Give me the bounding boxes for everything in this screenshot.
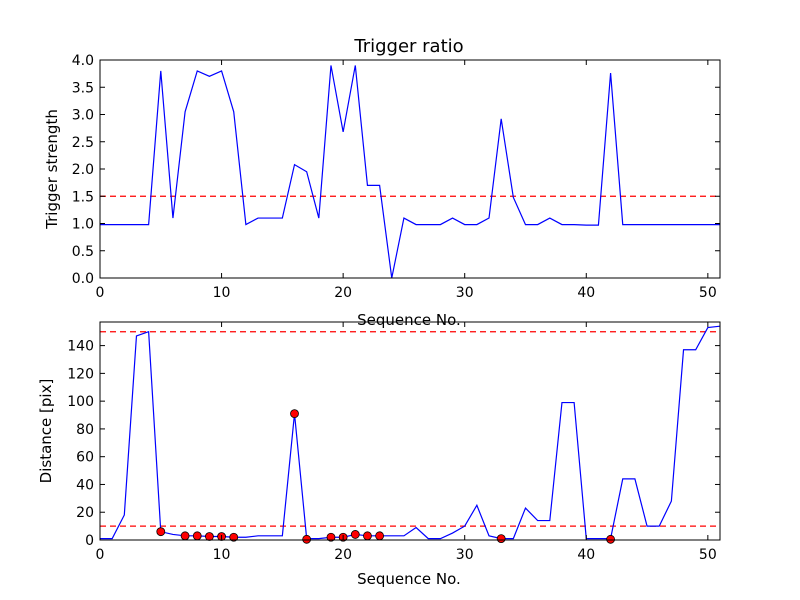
x-tick-label: 40 [577, 285, 595, 301]
y-axis-label: Trigger strength [43, 109, 61, 230]
data-point-marker [205, 532, 214, 541]
y-tick-label: 4.0 [72, 53, 94, 69]
y-tick-label: 40 [76, 477, 94, 493]
x-tick-label: 20 [334, 285, 352, 301]
data-point-marker [229, 532, 239, 542]
y-tick-label: 0.0 [72, 271, 94, 287]
x-tick-label: 10 [213, 285, 231, 301]
y-tick-label: 80 [76, 422, 94, 438]
data-point-marker [496, 534, 506, 544]
y-tick-label: 2.5 [72, 135, 94, 151]
x-tick-label: 20 [334, 547, 352, 563]
x-tick-label: 10 [213, 547, 231, 563]
data-point-marker [375, 531, 385, 541]
data-point-marker [606, 534, 615, 544]
series-line [100, 65, 720, 279]
data-point-marker [180, 531, 190, 541]
data-point-marker [326, 532, 336, 542]
y-tick-label: 140 [67, 339, 94, 355]
x-tick-label: 30 [456, 285, 474, 301]
data-point-marker [156, 527, 166, 537]
y-tick-label: 1.0 [72, 217, 94, 233]
x-axis-label: Sequence No. [357, 570, 461, 588]
data-point-marker [290, 409, 299, 419]
plot-frame [99, 59, 721, 279]
data-point-marker [363, 531, 372, 541]
y-tick-label: 0 [85, 533, 94, 549]
x-tick-label: 50 [699, 547, 717, 563]
x-axis-label: Sequence No. [357, 311, 461, 329]
y-tick-label: 120 [67, 366, 94, 382]
chart-title: Trigger ratio [353, 36, 463, 57]
x-tick-label: 0 [96, 285, 105, 301]
y-tick-label: 0.5 [72, 244, 94, 260]
distance-chart: Sequence No. Distance [pix] 0 10 20 30 40 50 0… [37, 321, 721, 588]
x-tick-label: 50 [699, 285, 717, 301]
y-tick-label: 3.0 [72, 108, 94, 124]
x-tick-label: 40 [577, 547, 595, 563]
y-tick-label: 3.5 [72, 80, 94, 96]
plot-frame [99, 321, 721, 541]
data-point-marker [350, 530, 360, 539]
y-tick-label: 20 [76, 505, 94, 521]
x-tick-label: 0 [96, 547, 105, 563]
y-tick-label: 1.5 [72, 189, 94, 205]
x-tick-label: 30 [456, 547, 474, 563]
y-tick-label: 60 [76, 450, 94, 466]
series-line [100, 325, 721, 540]
data-point-marker [302, 534, 312, 544]
trigger-ratio-chart: Trigger ratio Sequence No. Trigger stren… [43, 36, 721, 329]
y-tick-label: 2.0 [72, 162, 94, 178]
data-point-marker [192, 531, 202, 541]
y-axis-label: Distance [pix] [37, 379, 55, 484]
y-tick-label: 100 [67, 394, 94, 410]
